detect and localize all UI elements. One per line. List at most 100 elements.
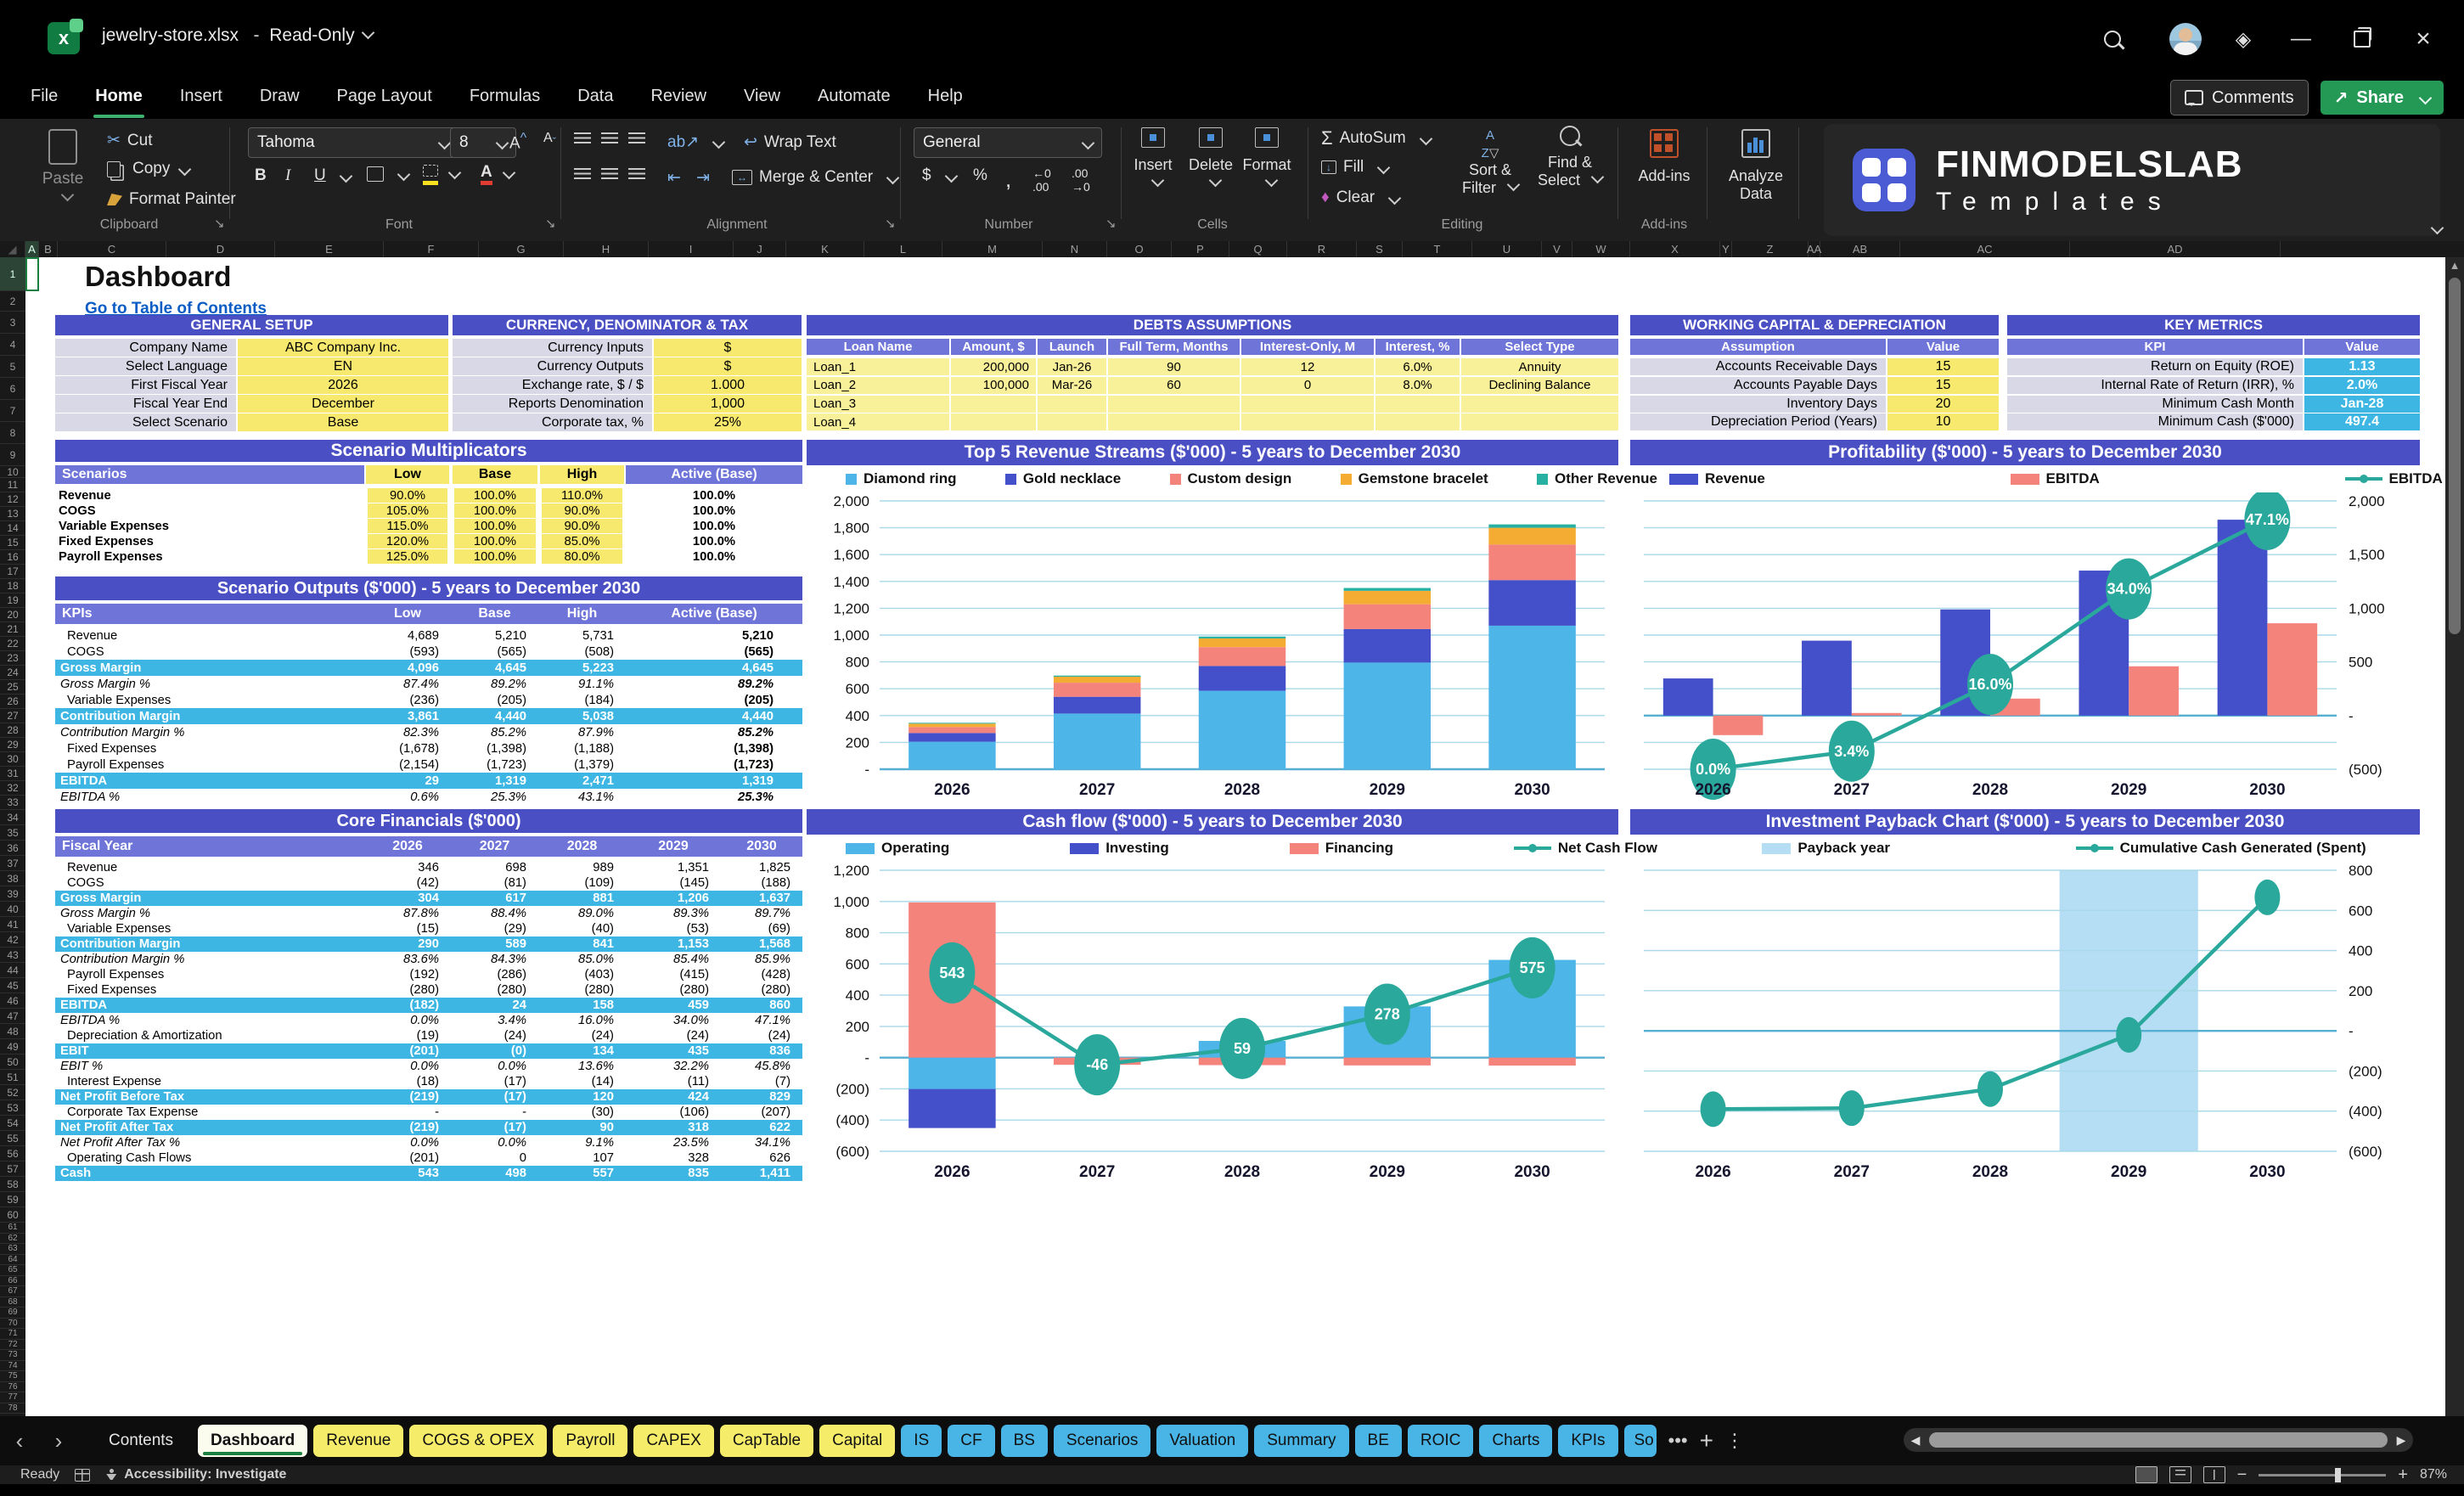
row-header-63[interactable]: 63 <box>0 1244 25 1255</box>
row-header-62[interactable]: 62 <box>0 1234 25 1244</box>
row-header-67[interactable]: 67 <box>0 1286 25 1297</box>
merge-center-button[interactable]: ↔ Merge & Center <box>732 168 900 187</box>
metric-value[interactable]: Jan-28 <box>2304 395 2420 413</box>
debts-cell[interactable] <box>951 395 1036 413</box>
debts-cell[interactable]: Loan_2 <box>807 376 949 394</box>
menu-item-automate[interactable]: Automate <box>818 86 891 105</box>
column-headers[interactable]: ◢ A B C D E F G H I J K L M N O P Q R S T U V W X Y Z AA AB AC AD <box>0 241 2464 257</box>
debts-cell[interactable]: Loan_1 <box>807 358 949 375</box>
row-header-55[interactable]: 55 <box>0 1131 25 1146</box>
borders-button[interactable] <box>367 166 411 182</box>
row-header-69[interactable]: 69 <box>0 1308 25 1319</box>
normal-view-icon[interactable] <box>2135 1466 2157 1483</box>
align-center-button[interactable] <box>601 168 618 179</box>
comments-button[interactable]: Comments <box>2169 80 2309 115</box>
page-layout-view-icon[interactable] <box>2169 1466 2191 1483</box>
debts-cell[interactable]: 0 <box>1241 376 1374 394</box>
sheet-tab-capital[interactable]: Capital <box>819 1425 896 1457</box>
mult-value[interactable]: 100.0% <box>454 519 536 533</box>
debts-cell[interactable]: 12 <box>1241 358 1374 375</box>
menu-item-file[interactable]: File <box>31 86 59 105</box>
scroll-left-icon[interactable]: ◀ <box>1910 1432 1921 1447</box>
row-header-66[interactable]: 66 <box>0 1276 25 1286</box>
mult-value[interactable]: 110.0% <box>542 488 622 503</box>
restore-button[interactable] <box>2343 20 2381 58</box>
row-header-28[interactable]: 28 <box>0 723 25 738</box>
row-header-27[interactable]: 27 <box>0 709 25 723</box>
align-middle-button[interactable] <box>601 132 618 143</box>
row-header-68[interactable]: 68 <box>0 1297 25 1308</box>
setup-input[interactable]: $ <box>654 339 802 357</box>
sheet-tab-revenue[interactable]: Revenue <box>313 1425 404 1457</box>
horizontal-scrollbar[interactable]: ◀ ▶ <box>1904 1428 2413 1452</box>
decrease-indent-button[interactable]: ⇤ <box>667 169 681 187</box>
row-header-33[interactable]: 33 <box>0 796 25 810</box>
sort-filter-button[interactable]: A Z▽ Sort & Filter <box>1454 126 1527 197</box>
row-header-72[interactable]: 72 <box>0 1340 25 1350</box>
row-header-60[interactable]: 60 <box>0 1207 25 1223</box>
column-header-F[interactable]: F <box>384 241 479 257</box>
row-header-36[interactable]: 36 <box>0 841 25 856</box>
row-header-39[interactable]: 39 <box>0 886 25 902</box>
debts-cell[interactable] <box>1038 395 1106 413</box>
scroll-up-icon[interactable]: ▲ <box>2449 259 2461 272</box>
debts-cell[interactable] <box>1375 395 1460 413</box>
row-header-75[interactable]: 75 <box>0 1371 25 1382</box>
debts-cell[interactable] <box>1375 413 1460 431</box>
horizontal-scroll-thumb[interactable] <box>1929 1432 2388 1448</box>
tab-nav-right-icon[interactable]: › <box>54 1427 63 1454</box>
delete-cells-button[interactable]: Delete <box>1184 127 1238 194</box>
cut-button[interactable]: ✂ Cut <box>107 131 153 150</box>
sheet-tab-scenarios[interactable]: Scenarios <box>1053 1425 1151 1457</box>
column-header-C[interactable]: C <box>58 241 166 257</box>
debts-cell[interactable] <box>1038 413 1106 431</box>
debts-cell[interactable] <box>1108 395 1240 413</box>
row-header-3[interactable]: 3 <box>0 312 25 334</box>
row-header-71[interactable]: 71 <box>0 1329 25 1340</box>
decrease-decimal-button[interactable]: .00 →0 <box>1072 166 1090 194</box>
fill-color-button[interactable] <box>423 163 462 185</box>
setup-input[interactable]: 1,000 <box>654 395 802 413</box>
column-header-N[interactable]: N <box>1043 241 1107 257</box>
sheet-tab-be[interactable]: BE <box>1354 1425 1402 1457</box>
paste-button[interactable]: Paste <box>32 129 93 208</box>
minimize-button[interactable]: — <box>2291 27 2311 50</box>
menu-item-insert[interactable]: Insert <box>179 86 222 105</box>
metric-value[interactable]: 1.13 <box>2304 358 2420 375</box>
dialog-launcher-icon[interactable]: ↘ <box>1105 217 1117 231</box>
zoom-slider-knob[interactable] <box>2335 1467 2342 1482</box>
row-header-48[interactable]: 48 <box>0 1024 25 1039</box>
mult-value[interactable]: 80.0% <box>542 549 622 564</box>
grow-font-button[interactable]: A^ <box>509 131 526 153</box>
row-header-26[interactable]: 26 <box>0 695 25 709</box>
column-header-S[interactable]: S <box>1357 241 1403 257</box>
mult-value[interactable]: 90.0% <box>542 503 622 518</box>
column-header-V[interactable]: V <box>1542 241 1572 257</box>
debts-cell[interactable] <box>1241 395 1374 413</box>
row-header-14[interactable]: 14 <box>0 521 25 536</box>
menu-item-home[interactable]: Home <box>93 87 144 118</box>
sheet-tab-summary[interactable]: Summary <box>1254 1425 1349 1457</box>
row-header-77[interactable]: 77 <box>0 1392 25 1403</box>
column-header-X[interactable]: X <box>1630 241 1720 257</box>
column-header-T[interactable]: T <box>1403 241 1472 257</box>
column-header-L[interactable]: L <box>864 241 942 257</box>
debts-cell[interactable]: Annuity <box>1461 358 1618 375</box>
menu-item-draw[interactable]: Draw <box>259 86 300 105</box>
setup-input[interactable]: 1.000 <box>654 376 802 394</box>
row-header-51[interactable]: 51 <box>0 1070 25 1085</box>
row-header-25[interactable]: 25 <box>0 680 25 695</box>
row-header-41[interactable]: 41 <box>0 917 25 932</box>
vertical-scroll-thumb[interactable] <box>2449 278 2461 634</box>
row-header-52[interactable]: 52 <box>0 1085 25 1100</box>
row-header-58[interactable]: 58 <box>0 1177 25 1192</box>
column-header-K[interactable]: K <box>786 241 864 257</box>
dialog-launcher-icon[interactable]: ↘ <box>545 217 556 231</box>
select-all-corner[interactable]: ◢ <box>0 241 25 257</box>
debts-cell[interactable]: 60 <box>1108 376 1240 394</box>
metric-value[interactable]: 15 <box>1887 376 1999 394</box>
debts-cell[interactable] <box>1461 395 1618 413</box>
menu-item-help[interactable]: Help <box>927 86 963 105</box>
sheet-tab-dashboard[interactable]: Dashboard <box>198 1425 308 1457</box>
row-header-59[interactable]: 59 <box>0 1192 25 1207</box>
